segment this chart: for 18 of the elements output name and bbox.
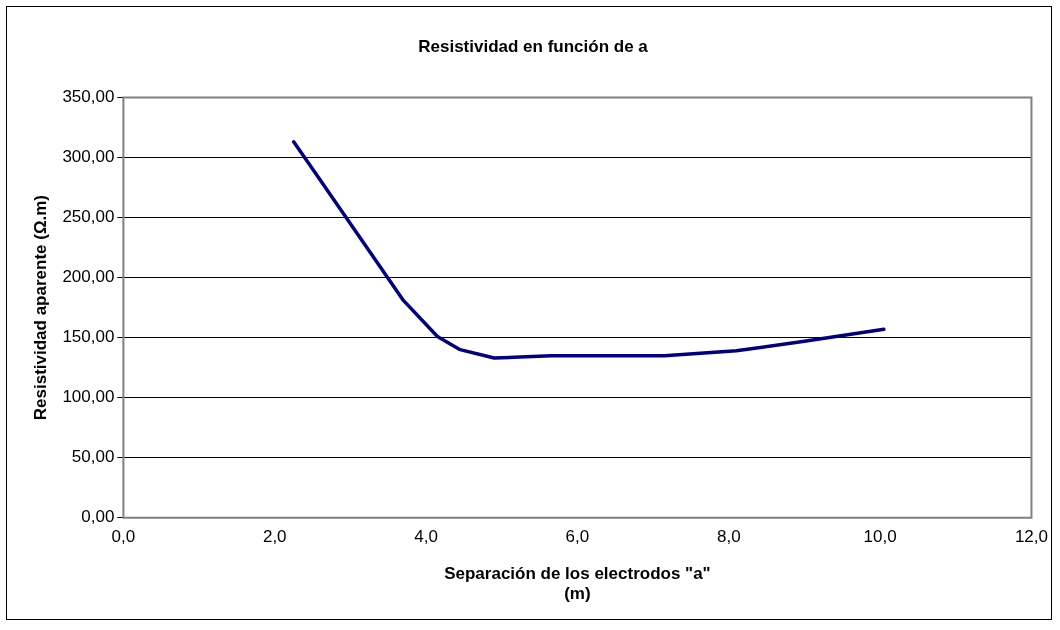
x-axis-title: Separación de los electrodos "a" (m): [444, 564, 711, 604]
y-tick-label: 200,00: [62, 267, 115, 287]
y-tick-label: 0,00: [81, 507, 115, 527]
y-tick-label: 100,00: [62, 387, 115, 407]
y-tick-label: 50,00: [71, 447, 115, 467]
y-axis-title: Resistividad aparente (Ω.m): [30, 194, 50, 421]
x-tick-label: 0,0: [111, 526, 136, 546]
x-tick-label: 8,0: [716, 526, 741, 546]
x-tick-label: 4,0: [414, 526, 438, 546]
y-tick-label: 350,00: [62, 87, 115, 107]
x-tick-label: 2,0: [262, 526, 287, 546]
x-tick-label: 12,0: [1014, 526, 1048, 546]
y-tick-label: 250,00: [62, 207, 115, 227]
x-tick-label: 10,0: [863, 526, 897, 546]
y-tick-label: 150,00: [62, 327, 115, 347]
x-tick-label: 6,0: [565, 526, 590, 546]
chart-title: Resistividad en función de a: [418, 36, 649, 56]
y-tick-label: 300,00: [62, 147, 115, 167]
